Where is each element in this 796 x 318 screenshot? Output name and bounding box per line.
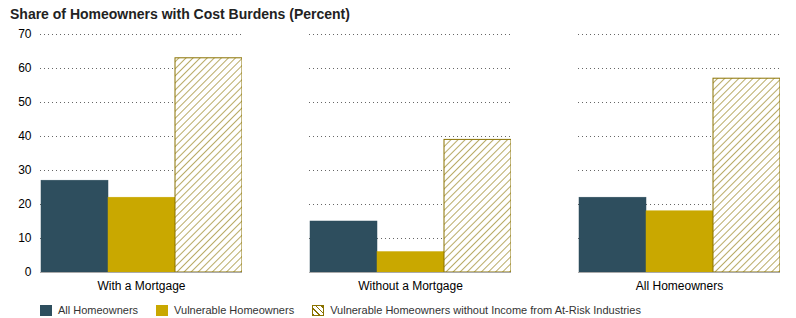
svg-text:10: 10: [18, 231, 32, 245]
html-text:All Homeowners: All Homeowners: [58, 304, 139, 316]
html-text:Vulnerable Homeowners: Vulnerable Homeowners: [174, 304, 295, 316]
svg-text:30: 30: [18, 163, 32, 177]
svg-text:40: 40: [18, 129, 32, 143]
svg-text:20: 20: [18, 197, 32, 211]
svg-text:With a Mortgage: With a Mortgage: [97, 279, 185, 293]
svg-text:0: 0: [25, 265, 32, 279]
svg-text:60: 60: [18, 61, 32, 75]
html-text:Share of Homeowners with Cost: Share of Homeowners with Cost Burdens (P…: [10, 6, 350, 22]
svg-text:70: 70: [18, 27, 32, 41]
svg-text:50: 50: [18, 95, 32, 109]
svg-text:Without a Mortgage: Without a Mortgage: [358, 279, 463, 293]
html-text:Vulnerable Homeowners without: Vulnerable Homeowners without Income fro…: [330, 304, 641, 316]
svg-text:All Homeowners: All Homeowners: [636, 279, 723, 293]
